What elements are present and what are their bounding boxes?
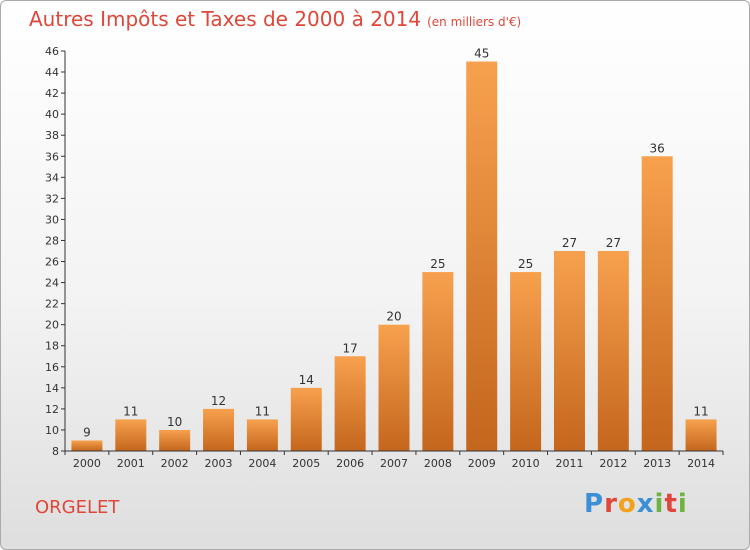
chart-title: Autres Impôts et Taxes de 2000 à 2014 (en… xyxy=(29,7,521,31)
bar-2008 xyxy=(422,272,454,451)
bar-2013 xyxy=(641,156,673,451)
bar-2014 xyxy=(685,419,717,451)
data-label-2002: 10 xyxy=(167,415,182,429)
bar-2000 xyxy=(71,440,103,451)
commune-name: ORGELET xyxy=(35,497,120,518)
data-label-2013: 36 xyxy=(650,141,665,155)
y-tick-label-26: 26 xyxy=(45,256,59,269)
data-label-2006: 17 xyxy=(342,341,357,355)
y-tick-label-40: 40 xyxy=(45,108,59,121)
data-label-2005: 14 xyxy=(299,373,314,387)
data-label-2008: 25 xyxy=(430,257,445,271)
y-tick-label-12: 12 xyxy=(45,403,59,416)
logo-letter: x xyxy=(636,489,655,519)
logo-letter: t xyxy=(664,489,678,519)
data-label-2011: 27 xyxy=(562,236,577,250)
data-label-2014: 11 xyxy=(693,404,708,418)
x-tick-label-2012: 2012 xyxy=(599,457,627,470)
bar-2007 xyxy=(378,324,410,451)
chart-subtitle: (en milliers d'€) xyxy=(427,15,522,29)
y-tick-label-10: 10 xyxy=(45,424,59,437)
x-tick-label-2007: 2007 xyxy=(380,457,408,470)
x-tick-label-2009: 2009 xyxy=(468,457,496,470)
x-tick-label-2010: 2010 xyxy=(512,457,540,470)
chart-title-text: Autres Impôts et Taxes de 2000 à 2014 xyxy=(29,7,422,31)
logo-letter: i xyxy=(654,489,665,519)
x-tick-label-2003: 2003 xyxy=(205,457,233,470)
bar-2004 xyxy=(246,419,278,451)
x-tick-label-2008: 2008 xyxy=(424,457,452,470)
y-tick-label-24: 24 xyxy=(45,277,59,290)
logo-letter: o xyxy=(617,489,637,519)
y-tick-label-18: 18 xyxy=(45,340,59,353)
y-tick-label-14: 14 xyxy=(45,382,59,395)
x-tick-label-2002: 2002 xyxy=(161,457,189,470)
x-tick-label-2014: 2014 xyxy=(687,457,715,470)
data-label-2000: 9 xyxy=(83,425,91,439)
data-label-2003: 12 xyxy=(211,394,226,408)
y-tick-label-28: 28 xyxy=(45,234,59,247)
data-label-2012: 27 xyxy=(606,236,621,250)
data-label-2001: 11 xyxy=(123,404,138,418)
y-tick-label-8: 8 xyxy=(52,445,59,458)
y-tick-label-22: 22 xyxy=(45,298,59,311)
y-tick-label-38: 38 xyxy=(45,129,59,142)
x-tick-label-2006: 2006 xyxy=(336,457,364,470)
y-tick-label-42: 42 xyxy=(45,87,59,100)
y-tick-label-46: 46 xyxy=(45,45,59,58)
x-tick-label-2004: 2004 xyxy=(248,457,276,470)
bar-2005 xyxy=(290,387,322,451)
x-tick-label-2011: 2011 xyxy=(555,457,583,470)
bar-2012 xyxy=(597,251,629,451)
bar-2001 xyxy=(115,419,147,451)
x-tick-label-2001: 2001 xyxy=(117,457,145,470)
y-tick-label-34: 34 xyxy=(45,171,59,184)
data-label-2009: 45 xyxy=(474,47,489,61)
bar-2011 xyxy=(553,251,585,451)
y-tick-label-30: 30 xyxy=(45,213,59,226)
bar-2006 xyxy=(334,356,366,451)
x-tick-label-2005: 2005 xyxy=(292,457,320,470)
y-tick-label-36: 36 xyxy=(45,150,59,163)
x-tick-label-2000: 2000 xyxy=(73,457,101,470)
logo-letter: r xyxy=(604,489,618,519)
y-tick-label-20: 20 xyxy=(45,319,59,332)
bar-2003 xyxy=(203,408,235,451)
y-tick-label-44: 44 xyxy=(45,66,59,79)
bar-2009 xyxy=(466,61,498,452)
x-tick-label-2013: 2013 xyxy=(643,457,671,470)
logo-letter: P xyxy=(584,489,605,519)
data-label-2004: 11 xyxy=(255,404,270,418)
y-tick-label-16: 16 xyxy=(45,361,59,374)
bar-2010 xyxy=(510,272,542,451)
proxiti-logo: Proxiti xyxy=(584,489,688,519)
data-label-2010: 25 xyxy=(518,257,533,271)
logo-letter: i xyxy=(677,489,688,519)
y-tick-label-32: 32 xyxy=(45,192,59,205)
bar-2002 xyxy=(159,429,191,451)
data-label-2007: 20 xyxy=(386,310,401,324)
